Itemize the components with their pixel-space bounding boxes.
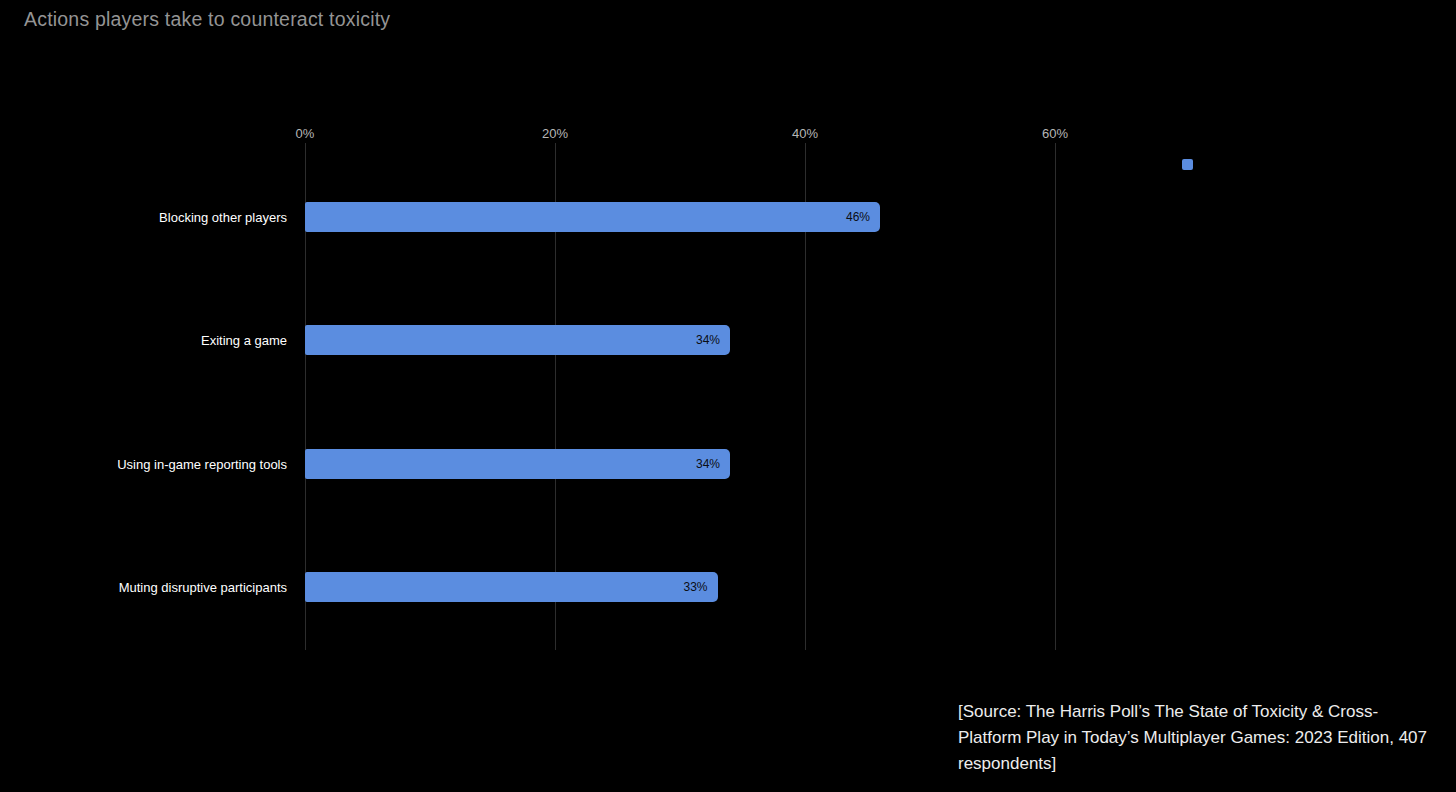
legend-marker-icon: [1182, 159, 1193, 170]
category-label: Using in-game reporting tools: [27, 456, 287, 471]
bar: 34%: [305, 325, 730, 355]
x-axis-tick-label: 0%: [296, 126, 315, 141]
bar-value-label: 34%: [696, 457, 730, 471]
bar-value-label: 46%: [846, 210, 880, 224]
bar-value-label: 33%: [683, 580, 717, 594]
category-label: Muting disruptive participants: [27, 579, 287, 594]
category-label: Exiting a game: [27, 333, 287, 348]
bar: 46%: [305, 202, 880, 232]
x-axis-tick-label: 20%: [542, 126, 568, 141]
x-axis-tick-label: 40%: [792, 126, 818, 141]
source-note: [Source: The Harris Poll’s The State of …: [958, 699, 1438, 777]
category-label: Blocking other players: [27, 210, 287, 225]
plot-area: 0% 20% 40% 60% Blocking other players 46% Exi…: [0, 0, 1456, 792]
bar: 34%: [305, 449, 730, 479]
bar: 33%: [305, 572, 718, 602]
bar-value-label: 34%: [696, 333, 730, 347]
x-axis-tick-label: 60%: [1042, 126, 1068, 141]
chart-canvas: Actions players take to counteract toxic…: [0, 0, 1456, 792]
gridline: [1055, 143, 1056, 650]
